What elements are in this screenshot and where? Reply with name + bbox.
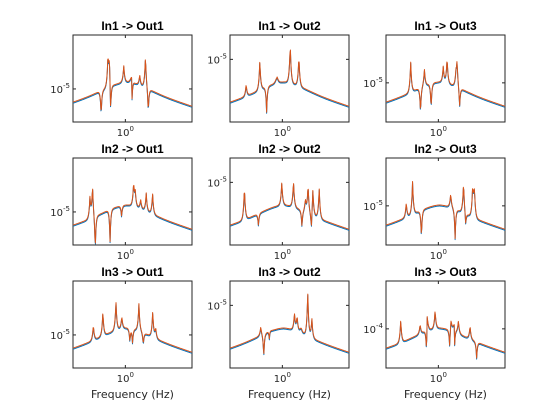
x-tick-label: 100	[274, 371, 291, 385]
x-axis-label: Frequency (Hz)	[404, 388, 487, 401]
subplot-5: In2 -> Out2 10-5 100	[207, 142, 350, 262]
subplot-3: In1 -> Out3 10-5 100	[363, 19, 506, 139]
subplot-title: In1 -> Out1	[101, 19, 164, 33]
x-tick-label: 100	[430, 125, 447, 139]
axes-box	[72, 34, 193, 123]
y-tick-label: 10-5	[363, 199, 383, 213]
subplot-title: In1 -> Out2	[258, 19, 321, 33]
subplot-9: In3 -> Out3 10-4 100 Frequency (Hz)	[363, 265, 506, 401]
subplot-title: In2 -> Out3	[414, 142, 477, 156]
series-2-line	[229, 293, 350, 355]
series-2-line	[72, 184, 193, 244]
subplot-8: In3 -> Out2 10-5 100 Frequency (Hz)	[207, 265, 350, 401]
y-tick-label: 10-5	[207, 52, 227, 66]
axes-box	[385, 280, 506, 369]
subplot-4: In2 -> Out1 10-5 100	[50, 142, 193, 262]
y-tick-label: 10-5	[50, 328, 70, 342]
axes-box	[385, 157, 506, 246]
x-axis-label: Frequency (Hz)	[248, 388, 331, 401]
x-tick-label: 100	[430, 248, 447, 262]
series-2-line	[385, 181, 506, 240]
x-tick-label: 100	[274, 248, 291, 262]
series-2-line	[229, 182, 350, 230]
y-tick-label: 10-5	[50, 205, 70, 219]
subplot-title: In1 -> Out3	[414, 19, 477, 33]
series-2-line	[72, 58, 193, 111]
series-2-line	[385, 311, 506, 359]
series-2-line	[72, 302, 193, 353]
subplot-title: In3 -> Out2	[258, 265, 321, 279]
axes-box	[229, 280, 350, 369]
subplot-7: In3 -> Out1 10-5 100 Frequency (Hz)	[50, 265, 193, 401]
x-tick-label: 100	[117, 248, 134, 262]
series-1-line	[385, 312, 506, 360]
axes-box	[229, 34, 350, 123]
series-2-line	[385, 61, 506, 109]
y-tick-label: 10-5	[207, 175, 227, 189]
x-tick-label: 100	[430, 371, 447, 385]
subplot-1: In1 -> Out1 10-5 100	[50, 19, 193, 139]
series-1-line	[229, 183, 350, 231]
axes-box	[72, 280, 193, 369]
y-tick-label: 10-5	[50, 82, 70, 96]
subplot-title: In2 -> Out1	[101, 142, 164, 156]
subplot-2: In1 -> Out2 10-5 100	[207, 19, 350, 139]
subplot-6: In2 -> Out3 10-5 100	[363, 142, 506, 262]
axes-box	[229, 157, 350, 246]
subplot-title: In3 -> Out3	[414, 265, 477, 279]
subplot-title: In3 -> Out1	[101, 265, 164, 279]
subplot-title: In2 -> Out2	[258, 142, 321, 156]
series-2-line	[229, 49, 350, 113]
series-1-line	[229, 294, 350, 356]
y-tick-label: 10-5	[207, 298, 227, 312]
x-tick-label: 100	[117, 371, 134, 385]
x-axis-label: Frequency (Hz)	[91, 388, 174, 401]
y-tick-label: 10-4	[363, 322, 383, 336]
x-tick-label: 100	[117, 125, 134, 139]
y-tick-label: 10-5	[363, 76, 383, 90]
x-tick-label: 100	[274, 125, 291, 139]
